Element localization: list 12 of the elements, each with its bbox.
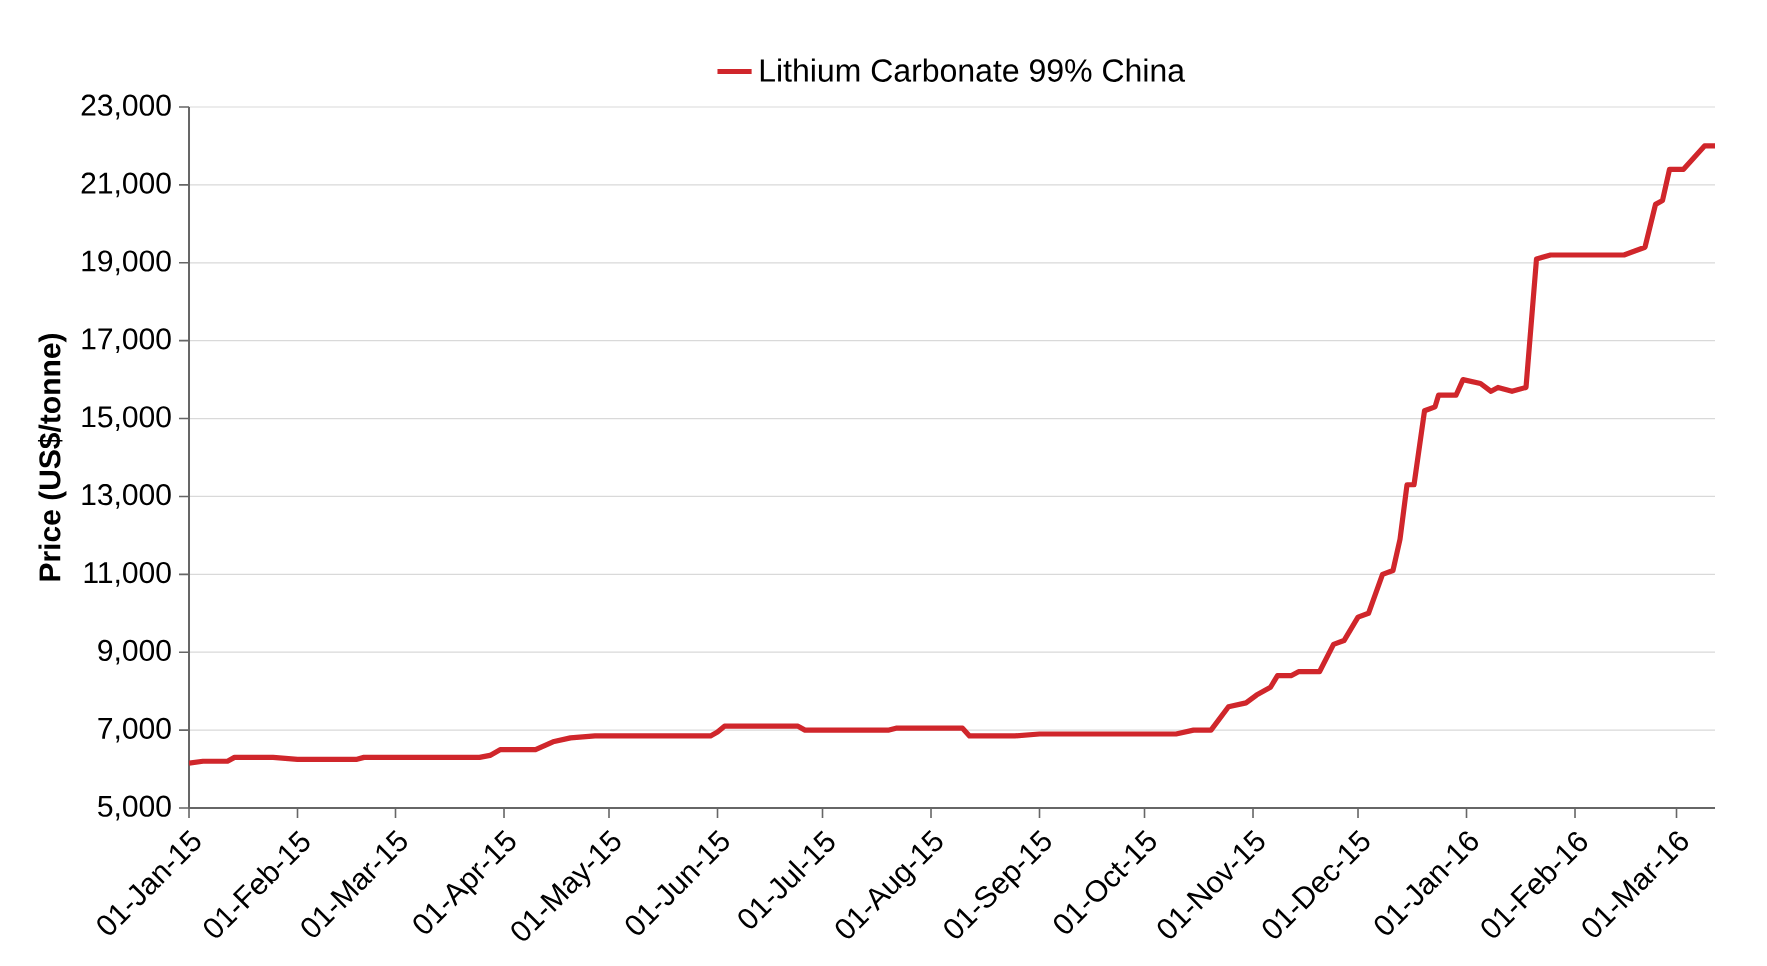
y-tick-label: 17,000 — [82, 328, 171, 354]
y-tick-label: 11,000 — [84, 561, 171, 587]
y-tick-label: 15,000 — [82, 406, 171, 431]
legend-label: Lithium Carbonate 99% China — [760, 58, 1186, 82]
y-tick-label: 13,000 — [82, 484, 171, 509]
y-tick-label: 7,000 — [98, 717, 171, 743]
y-axis-title: Price (US$/tonne) — [37, 334, 67, 581]
y-tick-label: 19,000 — [82, 250, 171, 276]
y-tick-label: 9,000 — [98, 639, 171, 665]
y-tick-label: 21,000 — [81, 172, 171, 198]
y-tick-label: 5,000 — [98, 795, 171, 821]
y-tick-label: 23,000 — [81, 94, 171, 120]
